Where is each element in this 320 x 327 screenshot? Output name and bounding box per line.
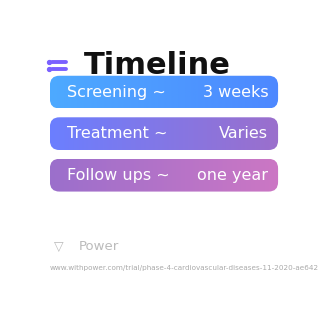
Text: www.withpower.com/trial/phase-4-cardiovascular-diseases-11-2020-ae642: www.withpower.com/trial/phase-4-cardiova… xyxy=(50,266,319,271)
Text: Treatment ~: Treatment ~ xyxy=(67,126,168,141)
Text: Follow ups ~: Follow ups ~ xyxy=(67,168,170,183)
Text: Power: Power xyxy=(78,240,119,253)
Text: ▽: ▽ xyxy=(54,240,63,253)
Text: Timeline: Timeline xyxy=(84,51,230,80)
Text: 3 weeks: 3 weeks xyxy=(203,85,268,100)
Text: Screening ~: Screening ~ xyxy=(67,85,166,100)
Text: one year: one year xyxy=(197,168,268,183)
Text: Varies: Varies xyxy=(219,126,268,141)
